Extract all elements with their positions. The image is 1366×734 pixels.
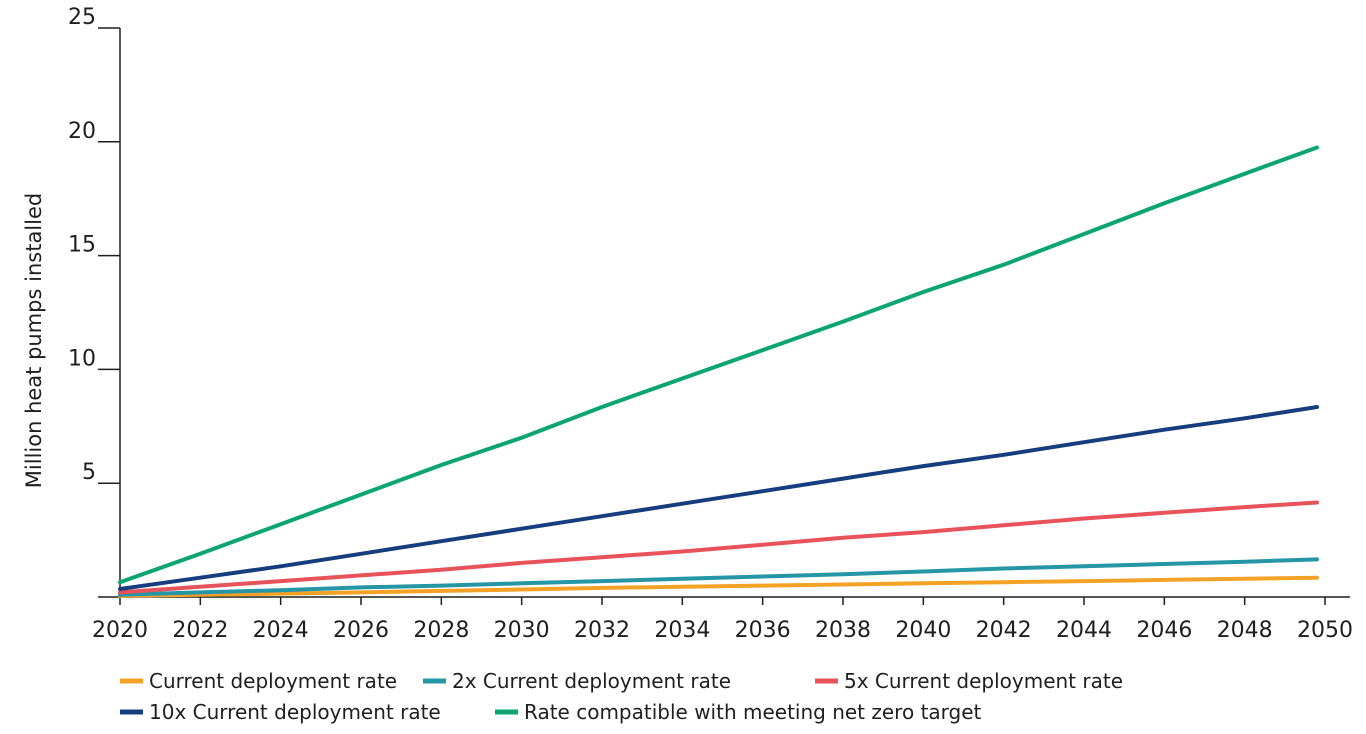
legend-item: 10x Current deployment rate [120,700,441,724]
series-line-3 [118,500,1319,595]
x-tick-label: 2030 [494,618,550,643]
legend-label: 5x Current deployment rate [844,669,1123,693]
legend-item: Rate compatible with meeting net zero ta… [495,700,982,724]
legend-label: Current deployment rate [149,669,397,693]
x-tick-label: 2026 [333,618,389,643]
series-line-5 [118,145,1319,585]
series-line-1 [118,575,1319,598]
x-tick-label: 2044 [1056,618,1112,643]
legend-item: Current deployment rate [120,669,397,693]
axes [98,27,1350,605]
x-tick-label: 2024 [253,618,309,643]
y-tick-label: 25 [68,5,96,30]
x-tick-label: 2022 [172,618,228,643]
x-tick-label: 2032 [574,618,630,643]
y-axis-title: Million heat pumps installed [22,193,46,488]
x-tick-label: 2042 [976,618,1032,643]
legend-label: 10x Current deployment rate [149,700,441,724]
legend-item: 5x Current deployment rate [815,669,1123,693]
x-tick-label: 2046 [1136,618,1192,643]
tick-labels: 5 10 15 20 25 2020 2022 2024 2026 2028 2030 2032 203… [22,5,1353,643]
series-lines [118,145,1319,598]
x-tick-label: 2034 [654,618,710,643]
legend-item: 2x Current deployment rate [423,669,731,693]
x-tick-label: 2028 [413,618,469,643]
legend-label: 2x Current deployment rate [452,669,731,693]
x-tick-label: 2048 [1217,618,1273,643]
y-tick-label: 10 [68,346,96,371]
x-tick-label: 2038 [815,618,871,643]
legend-label: Rate compatible with meeting net zero ta… [524,700,982,724]
series-line-2 [118,557,1319,597]
x-tick-label: 2036 [735,618,791,643]
y-tick-label: 20 [68,119,96,144]
x-tick-label: 2050 [1297,618,1353,643]
y-tick-label: 15 [68,233,96,258]
series-line-4 [118,405,1319,591]
x-tick-label: 2020 [92,618,148,643]
legend: Current deployment rate 2x Current deploy… [120,669,1123,724]
x-tick-label: 2040 [895,618,951,643]
y-tick-label: 5 [82,460,96,485]
